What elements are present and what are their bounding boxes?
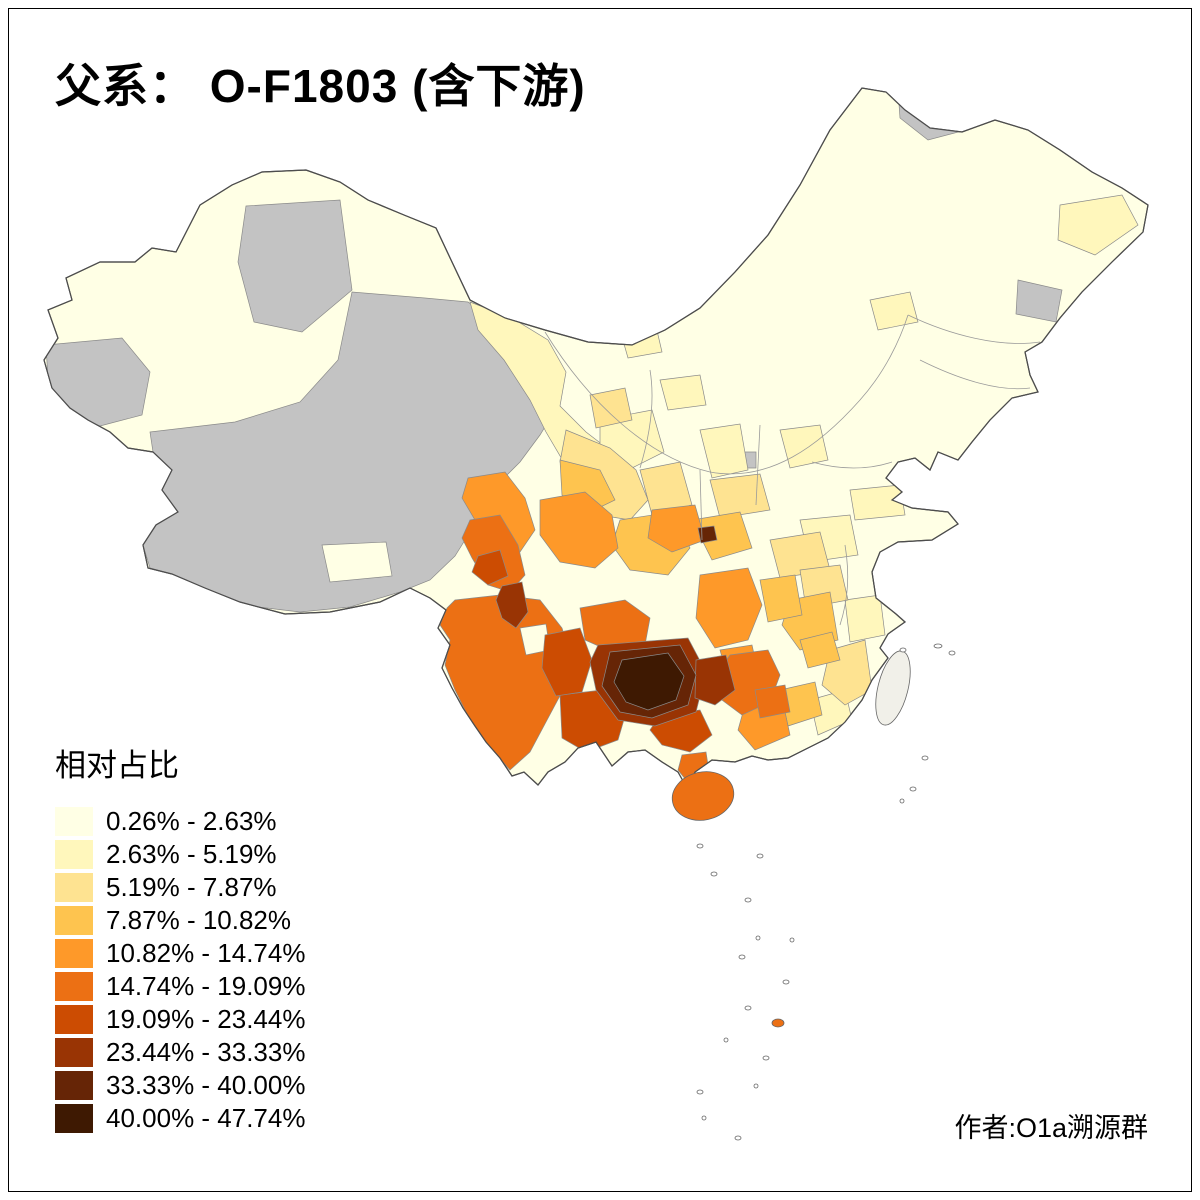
map-region bbox=[659, 374, 707, 411]
province-border-line bbox=[811, 461, 893, 469]
legend-label: 2.63% - 5.19% bbox=[106, 839, 277, 869]
island bbox=[899, 647, 907, 653]
map-region bbox=[1057, 194, 1139, 256]
legend-swatch bbox=[55, 1038, 93, 1067]
island bbox=[701, 1115, 707, 1121]
islands bbox=[671, 643, 956, 1141]
map-region bbox=[1015, 279, 1063, 323]
map-region bbox=[849, 484, 906, 521]
island bbox=[921, 755, 929, 761]
province-border-line bbox=[839, 544, 849, 626]
map-region bbox=[844, 594, 886, 643]
legend-item: 33.33% - 40.00% bbox=[55, 1070, 306, 1100]
region-fills bbox=[45, 89, 1139, 786]
map-region bbox=[647, 504, 706, 553]
legend-item: 10.82% - 14.74% bbox=[55, 938, 306, 968]
map-region bbox=[321, 541, 393, 583]
map-region bbox=[539, 491, 619, 569]
map-region bbox=[237, 199, 353, 333]
legend: 相对占比 0.26% - 2.63% 2.63% - 5.19% 5.19% - 7… bbox=[55, 740, 305, 1137]
island bbox=[762, 1055, 770, 1061]
island bbox=[696, 843, 704, 849]
map-region bbox=[695, 567, 763, 649]
island bbox=[744, 897, 752, 903]
map-region bbox=[541, 627, 593, 697]
legend-items: 0.26% - 2.63% 2.63% - 5.19% 5.19% - 7.87% 7… bbox=[55, 806, 306, 1133]
legend-item: 40.00% - 47.74% bbox=[55, 1103, 306, 1133]
legend-item: 19.09% - 23.44% bbox=[55, 1004, 306, 1034]
province-border-line bbox=[544, 314, 909, 475]
island bbox=[756, 853, 764, 859]
attribution: 作者:O1a溯源群 bbox=[954, 1113, 1148, 1143]
legend-label: 5.19% - 7.87% bbox=[106, 872, 277, 902]
legend-label: 33.33% - 40.00% bbox=[106, 1070, 306, 1100]
legend-item: 14.74% - 19.09% bbox=[55, 971, 306, 1001]
island bbox=[723, 1037, 729, 1043]
island bbox=[753, 1083, 759, 1089]
map-region bbox=[613, 652, 685, 711]
legend-label: 0.26% - 2.63% bbox=[106, 806, 277, 836]
island bbox=[789, 937, 795, 943]
legend-label: 14.74% - 19.09% bbox=[106, 971, 306, 1001]
island bbox=[948, 650, 956, 656]
map-region bbox=[754, 684, 791, 719]
legend-label: 23.44% - 33.33% bbox=[106, 1037, 306, 1067]
island bbox=[899, 798, 905, 804]
legend-item: 5.19% - 7.87% bbox=[55, 872, 305, 902]
legend-swatch bbox=[55, 807, 93, 836]
legend-swatch bbox=[55, 972, 93, 1001]
legend-swatch bbox=[55, 1005, 93, 1034]
legend-swatch bbox=[55, 906, 93, 935]
legend-label: 10.82% - 14.74% bbox=[106, 938, 306, 968]
province-border-line bbox=[699, 469, 703, 541]
island bbox=[710, 871, 718, 877]
page-title: 父系： O-F1803 (含下游) bbox=[55, 60, 586, 112]
island bbox=[909, 786, 917, 792]
province-border-line bbox=[919, 359, 1031, 390]
mainland-outline-top bbox=[43, 87, 1149, 792]
island bbox=[755, 935, 761, 941]
map-region bbox=[799, 631, 841, 669]
island bbox=[782, 979, 790, 985]
map-region bbox=[694, 654, 736, 706]
map-region bbox=[471, 549, 509, 586]
province-borders bbox=[544, 314, 1041, 626]
island bbox=[738, 954, 746, 960]
legend-label: 19.09% - 23.44% bbox=[106, 1004, 306, 1034]
legend-label: 7.87% - 10.82% bbox=[106, 905, 292, 935]
province-border-line bbox=[639, 369, 653, 469]
legend-item: 23.44% - 33.33% bbox=[55, 1037, 306, 1067]
map-region bbox=[589, 387, 633, 429]
island bbox=[744, 1005, 752, 1011]
province-border-line bbox=[907, 314, 1041, 344]
map-region bbox=[699, 423, 749, 479]
island bbox=[734, 1135, 742, 1141]
map-region bbox=[461, 471, 536, 553]
island bbox=[771, 1018, 785, 1028]
map-region bbox=[691, 511, 753, 561]
island bbox=[696, 1089, 704, 1095]
legend-item: 2.63% - 5.19% bbox=[55, 839, 305, 869]
map-region bbox=[619, 321, 663, 359]
legend-item: 7.87% - 10.82% bbox=[55, 905, 305, 935]
province-border-line bbox=[755, 424, 761, 506]
legend-swatch bbox=[55, 873, 93, 902]
legend-label: 40.00% - 47.74% bbox=[106, 1103, 306, 1133]
map-region bbox=[697, 525, 718, 544]
map-region bbox=[495, 581, 529, 629]
map-region bbox=[759, 574, 803, 623]
island bbox=[933, 643, 943, 649]
legend-item: 0.26% - 2.63% bbox=[55, 806, 305, 836]
map-region bbox=[709, 473, 771, 519]
legend-swatch bbox=[55, 939, 93, 968]
legend-swatch bbox=[55, 1071, 93, 1100]
legend-title: 相对占比 bbox=[55, 748, 179, 783]
legend-swatch bbox=[55, 1104, 93, 1133]
legend-swatch bbox=[55, 840, 93, 869]
island bbox=[671, 771, 735, 821]
